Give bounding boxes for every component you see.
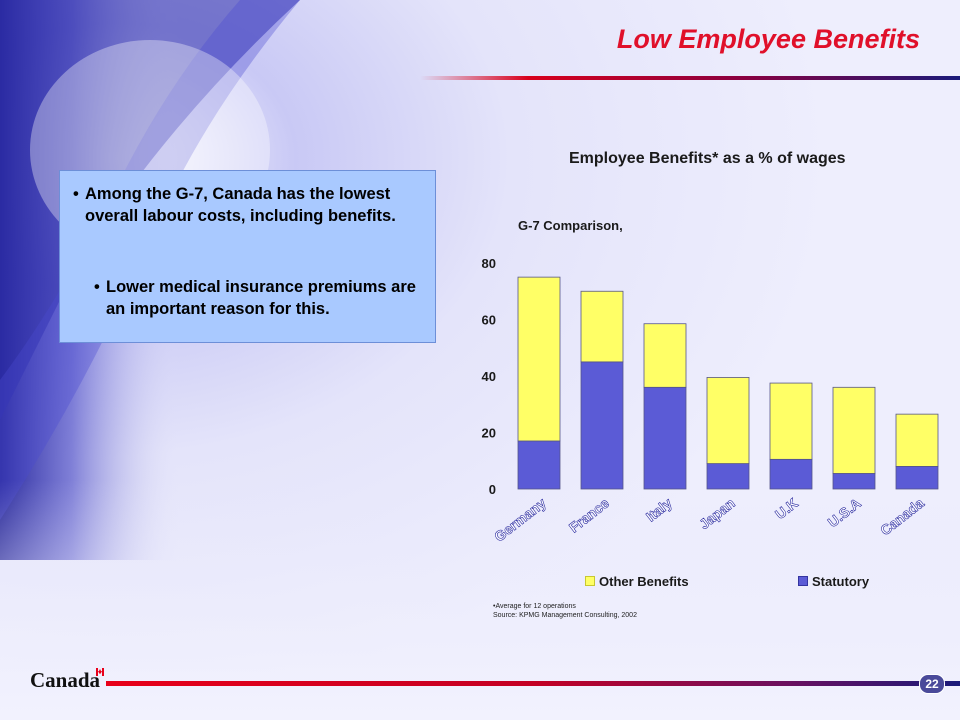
bar-canada-statutory xyxy=(895,465,939,490)
bar-chart: 0 20 40 60 80 Germany France Italy Japan U.K U.S.A… xyxy=(482,256,939,545)
bullet-box: • Among the G-7, Canada has the lowest o… xyxy=(59,170,436,343)
y-tick-label-0: 0 xyxy=(489,482,496,497)
bar-italy-statutory xyxy=(643,386,687,490)
y-tick-label-40: 40 xyxy=(482,369,496,384)
bullet-dot: • xyxy=(94,278,100,296)
x-tick-label-italy: Italy xyxy=(643,495,675,525)
x-tick-label-u-s-a: U.S.A xyxy=(825,495,864,531)
x-tick-label-germany: Germany xyxy=(491,495,549,545)
x-tick-label-japan: Japan xyxy=(696,495,738,533)
bar-germany-other-benefits xyxy=(517,276,561,442)
slide-title: Low Employee Benefits xyxy=(616,24,920,54)
title-divider xyxy=(420,76,960,80)
y-tick-label-60: 60 xyxy=(482,313,496,328)
bullet-sub: • Lower medical insurance premiums are a… xyxy=(94,276,426,320)
maple-leaf-icon xyxy=(96,668,104,676)
bar-u-s-a-statutory xyxy=(832,473,876,490)
footnote-line-2: Source: KPMG Management Consulting, 2002 xyxy=(493,612,637,619)
y-tick-label-20: 20 xyxy=(482,426,496,441)
chart-footnote: •Average for 12 operations Source: KPMG … xyxy=(493,602,637,620)
legend-label-statutory: Statutory xyxy=(812,574,870,589)
legend-swatch-statutory xyxy=(798,576,808,586)
canada-wordmark: Canada xyxy=(30,668,101,692)
bar-france-statutory xyxy=(580,361,624,490)
legend-swatch-other xyxy=(585,576,595,586)
chart-title: Employee Benefits* as a % of wages xyxy=(569,150,846,167)
chart-subtitle: G-7 Comparison, xyxy=(518,218,623,233)
footnote-line-1: •Average for 12 operations xyxy=(493,603,576,610)
bar-u-s-a-other-benefits xyxy=(832,386,876,474)
x-tick-label-u-k: U.K xyxy=(772,495,801,522)
legend-statutory: Statutory xyxy=(798,574,869,589)
bar-italy-other-benefits xyxy=(643,323,687,388)
page-number: 22 xyxy=(919,674,945,694)
bullet-sub-text: Lower medical insurance premiums are an … xyxy=(106,278,416,318)
bar-germany-statutory xyxy=(517,440,561,490)
y-tick-label-80: 80 xyxy=(482,256,496,271)
bar-france-other-benefits xyxy=(580,290,624,363)
x-tick-label-canada: Canada xyxy=(877,495,927,539)
legend-label-other: Other Benefits xyxy=(599,574,689,589)
bar-japan-other-benefits xyxy=(706,377,750,464)
bar-u-k-statutory xyxy=(769,458,813,490)
bullet-main-text: Among the G-7, Canada has the lowest ove… xyxy=(85,185,396,225)
bar-u-k-other-benefits xyxy=(769,382,813,460)
bullet-dot: • xyxy=(73,185,79,203)
bar-japan-statutory xyxy=(706,463,750,490)
bullet-main: • Among the G-7, Canada has the lowest o… xyxy=(73,183,425,227)
x-tick-label-france: France xyxy=(566,495,612,536)
footer-divider xyxy=(106,681,960,686)
legend-other-benefits: Other Benefits xyxy=(585,574,689,589)
bar-canada-other-benefits xyxy=(895,413,939,467)
